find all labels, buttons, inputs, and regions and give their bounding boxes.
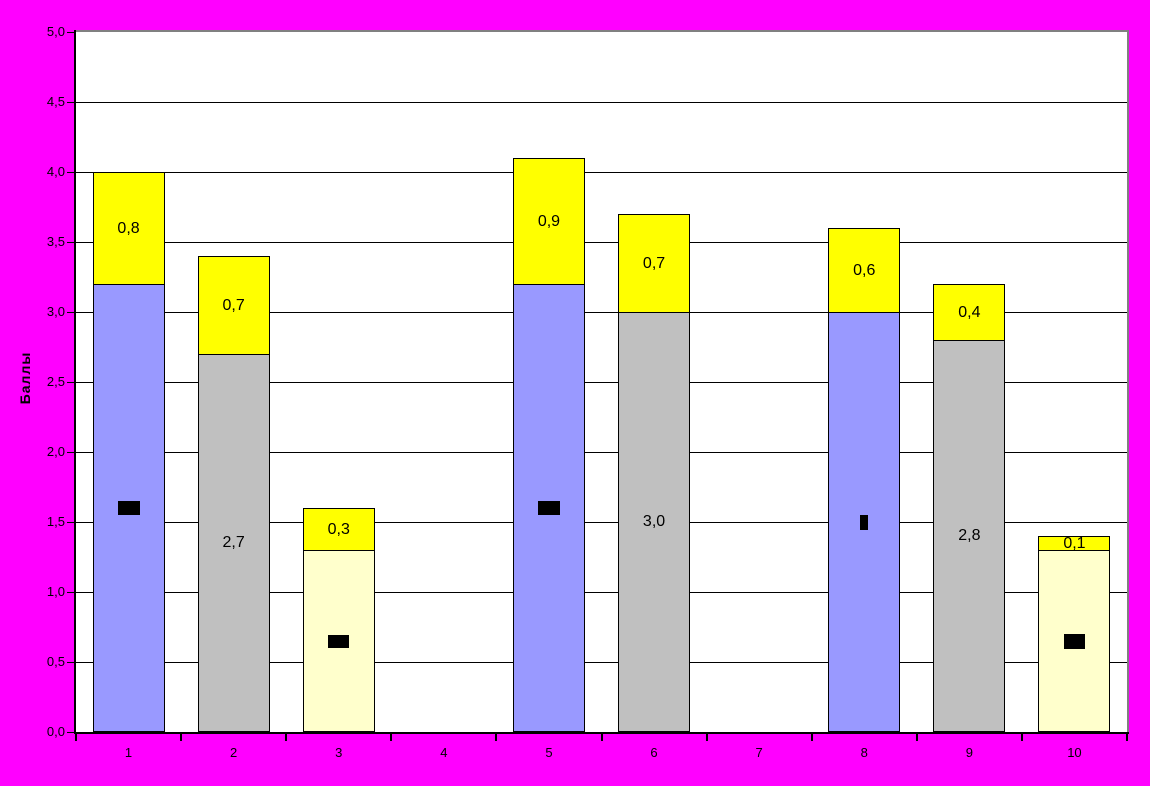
x-axis-category-label: 2 bbox=[230, 745, 238, 760]
y-axis-tick bbox=[67, 242, 74, 243]
gridline bbox=[76, 452, 1127, 453]
y-axis-tick bbox=[67, 522, 74, 523]
bar-segment-label: 2,8 bbox=[958, 527, 981, 544]
bar-segment-yellow: 0,7 bbox=[197, 256, 270, 355]
bar-segment-yellow: 0,3 bbox=[302, 508, 375, 551]
gridline bbox=[76, 522, 1127, 523]
x-axis-tick bbox=[390, 732, 393, 741]
plot-area: 0,0 0,5 1,0 1,5 2,0 2,5 3,0 3,5 4,0 4,5 5,0 1 2 3 4 5 6 7… bbox=[47, 24, 1129, 760]
bar-segment-yellow: 0,6 bbox=[828, 228, 901, 313]
bar-segment-label: 0,3 bbox=[327, 520, 350, 538]
y-axis-tick-label: 3,0 bbox=[46, 304, 65, 319]
x-axis-category-label: 7 bbox=[755, 745, 763, 760]
bar-segment-label: 0,8 bbox=[117, 219, 140, 237]
bar-segment-blue bbox=[92, 284, 165, 732]
bar-segment-cream bbox=[302, 550, 375, 732]
x-axis-tick bbox=[285, 732, 288, 741]
y-axis-tick bbox=[67, 452, 74, 453]
x-axis-category-label: 1 bbox=[124, 745, 133, 760]
x-axis-tick bbox=[180, 732, 183, 741]
y-axis-tick-label: 3,5 bbox=[46, 234, 65, 249]
bar-segment-yellow: 0,9 bbox=[512, 158, 585, 285]
x-axis-category-label: 5 bbox=[545, 745, 553, 760]
y-axis-line bbox=[74, 30, 76, 734]
bar-segment-blue bbox=[828, 312, 901, 732]
bar-segment-blue bbox=[512, 284, 585, 732]
bar-segment-gray: 3,0 bbox=[618, 312, 691, 732]
bar-segment-label-blob bbox=[537, 501, 560, 515]
gridline bbox=[76, 382, 1127, 383]
y-axis-tick bbox=[67, 32, 74, 33]
bar-segment-label: 0,9 bbox=[537, 212, 561, 230]
bar-segment-label-blob bbox=[328, 634, 350, 648]
y-axis-tick-label: 0,0 bbox=[46, 724, 65, 739]
y-axis-tick bbox=[67, 102, 74, 103]
bar-segment-label: 0,7 bbox=[222, 296, 245, 314]
x-axis-category-label: 8 bbox=[860, 745, 868, 760]
bar-segment-yellow: 0,8 bbox=[92, 172, 165, 285]
y-axis-tick-label: 5,0 bbox=[46, 24, 65, 39]
x-axis-tick bbox=[1020, 732, 1023, 741]
plot-border-top bbox=[74, 30, 1129, 32]
x-axis-category-label: 3 bbox=[335, 745, 343, 760]
x-axis-category-label: 6 bbox=[650, 745, 658, 760]
bar-segment-yellow: 0,7 bbox=[618, 214, 691, 313]
bar-segment-yellow: 0,4 bbox=[933, 284, 1006, 341]
y-axis-tick-label: 1,5 bbox=[46, 514, 65, 529]
bar-segment-gray: 2,7 bbox=[197, 354, 270, 732]
gridline bbox=[76, 312, 1127, 313]
y-axis-tick-label: 2,0 bbox=[46, 444, 65, 459]
y-axis-tick bbox=[67, 172, 74, 173]
plot-border-right bbox=[1127, 30, 1129, 734]
bar-segment-label: 0,1 bbox=[1063, 534, 1086, 552]
bar-segment-label: 0,4 bbox=[958, 303, 981, 321]
bar-segment-label-blob bbox=[1063, 633, 1085, 649]
bar-segment-cream bbox=[1038, 550, 1111, 732]
y-axis-tick bbox=[67, 732, 74, 733]
x-axis-tick bbox=[1126, 732, 1128, 741]
x-axis-category-label: 9 bbox=[965, 745, 973, 760]
gridline bbox=[76, 242, 1127, 243]
bar-segment-gray: 2,8 bbox=[933, 340, 1006, 732]
bar-segment-label: 0,6 bbox=[853, 261, 876, 279]
x-axis-tick bbox=[810, 732, 813, 741]
x-axis-category-label: 4 bbox=[440, 745, 448, 760]
bar-segment-label-blob bbox=[860, 514, 869, 530]
y-axis-tick-label: 2,5 bbox=[46, 374, 65, 389]
bar-segment-label: 0,7 bbox=[642, 254, 666, 272]
bar-segment-label: 2,7 bbox=[222, 534, 245, 551]
x-axis-category-label: 10 bbox=[1067, 745, 1082, 760]
bar-segment-label-blob bbox=[117, 501, 140, 515]
y-axis-tick bbox=[67, 662, 74, 663]
x-axis-tick bbox=[915, 732, 918, 741]
x-axis-tick bbox=[75, 732, 77, 741]
x-axis-tick bbox=[600, 732, 603, 741]
x-axis-tick bbox=[495, 732, 498, 741]
gridline bbox=[76, 102, 1127, 103]
gridline bbox=[76, 172, 1127, 173]
bar-segment-yellow: 0,1 bbox=[1038, 534, 1111, 552]
y-axis-tick-label: 0,5 bbox=[46, 654, 65, 669]
y-axis-tick-label: 1,0 bbox=[46, 584, 65, 599]
y-axis-tick-label: 4,5 bbox=[46, 94, 65, 109]
bar-segment-label: 3,0 bbox=[642, 513, 666, 530]
gridline bbox=[76, 592, 1127, 593]
y-axis-tick bbox=[67, 382, 74, 383]
x-axis-tick bbox=[705, 732, 708, 741]
y-axis-tick bbox=[67, 312, 74, 313]
gridline bbox=[76, 662, 1127, 663]
y-axis-tick-label: 4,0 bbox=[46, 164, 65, 179]
y-axis-tick bbox=[67, 592, 74, 593]
